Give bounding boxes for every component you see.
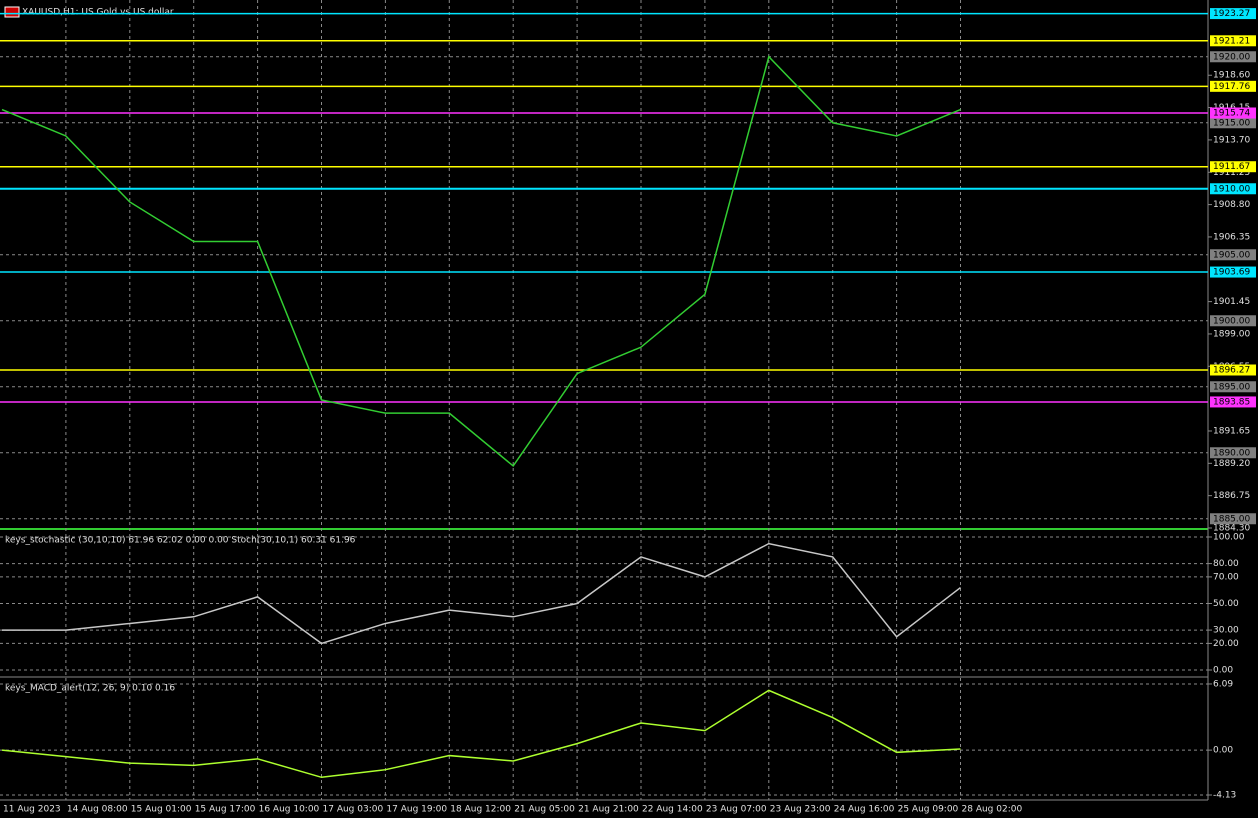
y-tick-label: 1906.35 bbox=[1213, 232, 1250, 242]
level-box bbox=[1210, 183, 1256, 195]
series-line bbox=[1, 689, 961, 779]
price-mark-label: 1895.00 bbox=[1213, 382, 1250, 392]
y-tick-label: 100.00 bbox=[1213, 532, 1245, 542]
level-label: 1911.67 bbox=[1213, 162, 1250, 172]
level-box bbox=[1210, 35, 1256, 47]
y-tick-label: 80.00 bbox=[1213, 559, 1239, 569]
level-label: 1896.27 bbox=[1213, 365, 1250, 375]
y-tick-label: 1901.45 bbox=[1213, 297, 1250, 307]
x-tick-label: 17 Aug 03:00 bbox=[323, 805, 384, 815]
x-tick-label: 23 Aug 23:00 bbox=[770, 805, 831, 815]
level-box bbox=[1210, 8, 1256, 20]
x-tick-label: 17 Aug 19:00 bbox=[386, 805, 447, 815]
level-box bbox=[1210, 80, 1256, 92]
price-mark-box bbox=[1210, 315, 1256, 327]
price-mark-box bbox=[1210, 381, 1256, 393]
y-tick-label: 1911.25 bbox=[1213, 168, 1250, 178]
y-tick-label: 0.00 bbox=[1213, 666, 1233, 676]
y-tick-label: 1891.65 bbox=[1213, 426, 1250, 436]
price-mark-box bbox=[1210, 249, 1256, 261]
y-tick-label: 50.00 bbox=[1213, 599, 1239, 609]
price-mark-label: 1905.00 bbox=[1213, 250, 1250, 260]
y-tick-label: 1918.60 bbox=[1213, 71, 1250, 81]
y-tick-label: 20.00 bbox=[1213, 639, 1239, 649]
panel-title: keys_stochastic (30,10,10) 61.96 62.02 0… bbox=[5, 536, 356, 546]
y-tick-label: 1886.75 bbox=[1213, 491, 1250, 501]
price-mark-box bbox=[1210, 513, 1256, 525]
x-tick-label: 16 Aug 10:00 bbox=[259, 805, 320, 815]
symbol-icon bbox=[4, 6, 20, 18]
level-box bbox=[1210, 396, 1256, 408]
series-line bbox=[2, 542, 961, 645]
price-mark-box bbox=[1210, 447, 1256, 459]
x-tick-label: 21 Aug 05:00 bbox=[514, 805, 575, 815]
price-mark-box bbox=[1210, 117, 1256, 129]
x-tick-label: 14 Aug 08:00 bbox=[67, 805, 128, 815]
level-label: 1917.76 bbox=[1213, 82, 1250, 92]
y-tick-label: 70.00 bbox=[1213, 572, 1239, 582]
x-tick-label: 15 Aug 01:00 bbox=[131, 805, 192, 815]
level-label: 1921.21 bbox=[1213, 36, 1250, 46]
level-label: 1910.00 bbox=[1213, 184, 1250, 194]
level-box bbox=[1210, 161, 1256, 173]
level-label: 1915.74 bbox=[1213, 108, 1250, 118]
x-tick-label: 15 Aug 17:00 bbox=[195, 805, 256, 815]
panel-title: keys_MACD_alert(12, 26, 9) 0.10 0.16 bbox=[5, 684, 175, 694]
price-mark-label: 1890.00 bbox=[1213, 448, 1250, 458]
x-tick-label: 28 Aug 02:00 bbox=[962, 805, 1023, 815]
y-tick-label: 1884.30 bbox=[1213, 524, 1250, 534]
y-tick-label: 1889.20 bbox=[1213, 459, 1250, 469]
price-mark-label: 1920.00 bbox=[1213, 52, 1250, 62]
x-tick-label: 21 Aug 21:00 bbox=[578, 805, 639, 815]
y-tick-label: 6.09 bbox=[1213, 679, 1233, 689]
x-tick-label: 18 Aug 12:00 bbox=[450, 805, 511, 815]
y-tick-label: 30.00 bbox=[1213, 626, 1239, 636]
x-tick-label: 25 Aug 09:00 bbox=[898, 805, 959, 815]
chart-title: XAUUSD,H1: US Gold vs US dollar bbox=[22, 8, 174, 18]
price-mark-label: 1915.00 bbox=[1213, 118, 1250, 128]
x-tick-label: 23 Aug 07:00 bbox=[706, 805, 767, 815]
y-tick-label: 1908.80 bbox=[1213, 200, 1250, 210]
level-box bbox=[1210, 364, 1256, 376]
x-tick-label: 24 Aug 16:00 bbox=[834, 805, 895, 815]
y-tick-label: 1913.70 bbox=[1213, 135, 1250, 145]
series-line bbox=[1, 55, 961, 468]
y-tick-label: -4.13 bbox=[1213, 791, 1236, 801]
y-tick-label: 1899.00 bbox=[1213, 329, 1250, 339]
price-mark-label: 1885.00 bbox=[1213, 514, 1250, 524]
x-tick-label: 22 Aug 14:00 bbox=[642, 805, 703, 815]
level-label: 1893.85 bbox=[1213, 397, 1250, 407]
price-mark-label: 1900.00 bbox=[1213, 316, 1250, 326]
level-label: 1923.27 bbox=[1213, 9, 1250, 19]
level-label: 1903.69 bbox=[1213, 268, 1250, 278]
y-tick-label: 0.00 bbox=[1213, 746, 1233, 756]
x-tick-label: 11 Aug 2023 bbox=[3, 805, 61, 815]
price-mark-box bbox=[1210, 51, 1256, 63]
level-box bbox=[1210, 266, 1256, 278]
level-box bbox=[1210, 107, 1256, 119]
